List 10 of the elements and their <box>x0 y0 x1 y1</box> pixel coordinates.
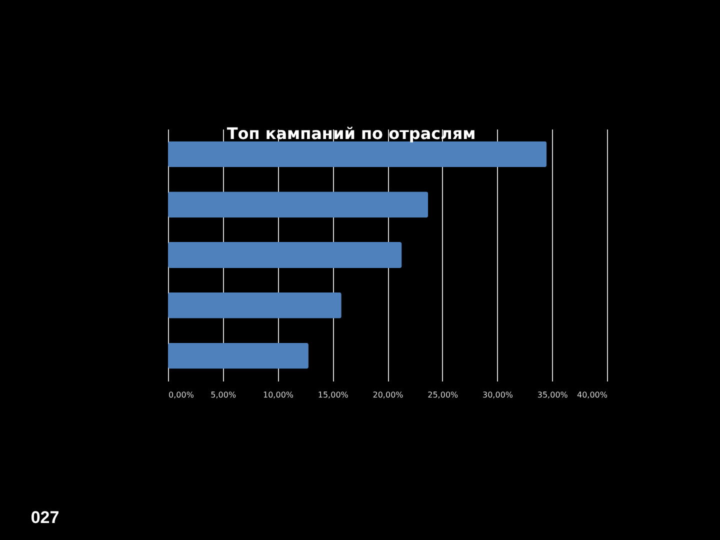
text: 027 <box>30 508 60 527</box>
x-tick-label: 35,00% <box>537 390 568 400</box>
x-tick-label: 30,00% <box>482 390 514 400</box>
x-tick-label: 5,00% <box>210 390 236 400</box>
x-tick-label: 10,00% <box>262 390 294 400</box>
x-tick-label: 20,00% <box>372 390 404 400</box>
x-tick-label: 15,00% <box>318 390 349 400</box>
x-tick-label: 25,00% <box>428 390 459 400</box>
x-tick-label: 40,00% <box>576 390 608 400</box>
x-tick-label: 0,00% <box>168 390 194 400</box>
